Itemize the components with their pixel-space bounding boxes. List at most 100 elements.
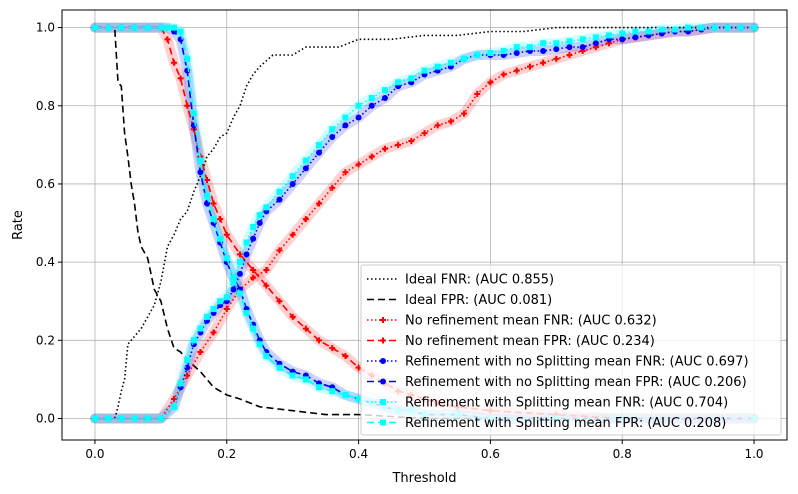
series-7-point xyxy=(118,24,125,31)
series-7-point xyxy=(210,216,217,223)
series-2-point xyxy=(197,349,204,356)
series-7-point xyxy=(164,24,171,31)
y-tick-label: 0.0 xyxy=(36,412,55,426)
series-6-point xyxy=(579,36,586,43)
series-2-point xyxy=(329,184,336,191)
series-2-point xyxy=(302,216,309,223)
series-6-point xyxy=(461,55,468,62)
series-6-point xyxy=(711,24,718,31)
series-7-point xyxy=(256,341,263,348)
series-6-point xyxy=(250,223,257,230)
series-7-point xyxy=(316,384,323,391)
series-6-point xyxy=(157,415,164,422)
series-6-point xyxy=(342,114,349,121)
series-7-point xyxy=(289,372,296,379)
series-3-point xyxy=(263,282,270,289)
series-3-point xyxy=(177,75,184,82)
series-6-point xyxy=(685,24,692,31)
series-4-point xyxy=(316,149,323,156)
series-4-point xyxy=(566,44,573,51)
plot-frame xyxy=(61,9,788,441)
series-7-point xyxy=(171,24,178,31)
series-4-point xyxy=(250,235,257,242)
series-2-point xyxy=(408,137,415,144)
x-tick-label: 0.6 xyxy=(481,447,500,461)
y-tick-label: 0.8 xyxy=(36,99,55,113)
series-6-point xyxy=(540,40,547,47)
series-6-point xyxy=(302,157,309,164)
series-6-point xyxy=(355,102,362,109)
series-4-point xyxy=(368,102,375,109)
series-2-point xyxy=(381,145,388,152)
series-6-point xyxy=(118,415,125,422)
series-3-point xyxy=(210,200,217,207)
legend-entry-label: No refinement mean FPR: (AUC 0.234) xyxy=(405,334,655,349)
series-6-point xyxy=(632,28,639,35)
series-6-point xyxy=(368,94,375,101)
series-2-point xyxy=(487,79,494,86)
legend-entry-label: Ideal FNR: (AUC 0.855) xyxy=(405,273,554,288)
series-6-point xyxy=(91,415,98,422)
series-6-point xyxy=(197,325,204,332)
series-7-point xyxy=(342,392,349,399)
series-6-point xyxy=(434,63,441,70)
series-7-point xyxy=(184,55,191,62)
series-6-point xyxy=(395,79,402,86)
legend-marker xyxy=(380,399,386,405)
series-7-point xyxy=(131,24,138,31)
series-7-point xyxy=(197,157,204,164)
series-6-point xyxy=(223,294,230,301)
y-tick-label: 1.0 xyxy=(36,21,55,35)
series-4-point xyxy=(236,270,243,277)
series-6-point xyxy=(263,204,270,211)
x-tick-label: 0.4 xyxy=(349,447,368,461)
series-2-point xyxy=(474,91,481,98)
series-6-point xyxy=(619,30,626,37)
series-7-point xyxy=(263,352,270,359)
series-5-point xyxy=(197,169,204,176)
series-3-point xyxy=(342,352,349,359)
series-7-point xyxy=(190,110,197,117)
series-3-point xyxy=(217,216,224,223)
series-4-point xyxy=(579,44,586,51)
series-3-point xyxy=(289,313,296,320)
series-2-point xyxy=(171,395,178,402)
series-6-point xyxy=(131,415,138,422)
series-6-point xyxy=(671,26,678,33)
x-tick-label: 0.8 xyxy=(613,447,632,461)
legend-marker xyxy=(380,317,386,323)
y-axis: 0.0 0.2 0.4 0.6 0.8 1.0 xyxy=(36,21,62,426)
series-6-point xyxy=(592,34,599,41)
series-2-point xyxy=(540,59,547,66)
series-4-point xyxy=(256,220,263,227)
series-2-point xyxy=(316,200,323,207)
legend-entry-label: Refinement with no Splitting mean FPR: (… xyxy=(405,375,747,390)
series-3-point xyxy=(276,298,283,305)
series-2-point xyxy=(395,141,402,148)
series-3-point xyxy=(250,266,257,273)
legend-entry-label: Ideal FPR: (AUC 0.081) xyxy=(405,293,552,308)
series-7-point xyxy=(302,376,309,383)
series-6-point xyxy=(526,44,533,51)
series-4-point xyxy=(592,40,599,47)
series-6-point xyxy=(256,212,263,219)
series-2-point xyxy=(553,55,560,62)
series-3-point xyxy=(184,102,191,109)
series-7-point xyxy=(230,274,237,281)
series-6-point xyxy=(447,59,454,66)
y-tick-label: 0.6 xyxy=(36,177,55,191)
legend-entry-label: Refinement with Splitting mean FPR: (AUC… xyxy=(405,416,726,431)
series-4-point xyxy=(230,286,237,293)
series-4-point xyxy=(619,36,626,43)
series-7-point xyxy=(355,395,362,402)
series-6-point xyxy=(210,306,217,313)
series-4-point xyxy=(329,134,336,141)
series-6-point xyxy=(236,259,243,266)
series-6-point xyxy=(474,51,481,58)
series-6-point xyxy=(606,32,613,39)
series-4-point xyxy=(276,196,283,203)
y-tick-label: 0.4 xyxy=(36,255,55,269)
series-6-point xyxy=(737,24,744,31)
legend-marker xyxy=(380,378,386,385)
